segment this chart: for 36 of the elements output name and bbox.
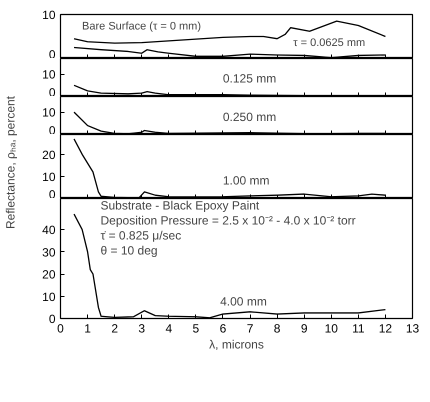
annotation: 4.00 mm [220, 294, 267, 308]
x-tick-label: 11 [352, 322, 365, 336]
x-tick-label: 0 [57, 322, 64, 336]
x-tick-label: 8 [274, 322, 281, 336]
annotation: 0.250 mm [222, 110, 276, 124]
y-tick-label: 10 [42, 8, 56, 22]
y-tick-label: 0 [48, 312, 56, 326]
annotation: Deposition Pressure = 2.5 x 10⁻² - 4.0 x 10⁻² torr [100, 214, 356, 228]
x-tick-label: 5 [192, 322, 200, 336]
x-tick-label: 10 [324, 322, 338, 336]
x-tick-label: 6 [220, 322, 227, 336]
y-tick-label: 20 [42, 148, 56, 162]
x-tick-label: 9 [300, 322, 308, 336]
x-tick-label: 7 [246, 322, 254, 336]
y-tick-label: 10 [42, 170, 56, 184]
x-tick-label: 1 [84, 322, 92, 336]
x-axis-title: λ, microns [209, 338, 264, 352]
x-tick-label: 2 [111, 322, 118, 336]
x-tick-label: 12 [378, 322, 392, 336]
y-tick-label: 30 [42, 245, 56, 260]
annotation: θ = 10 deg [100, 244, 158, 258]
annotation: Substrate - Black Epoxy Paint [100, 198, 260, 212]
y-axis-title: Reflectance, ρₕₐ, percent [4, 95, 18, 230]
y-tick-label: 20 [42, 268, 56, 282]
x-tick-label: 4 [165, 322, 172, 336]
y-tick-label: 40 [42, 223, 56, 238]
x-tick-label: 13 [406, 322, 420, 336]
y-tick-label: 10 [42, 106, 56, 120]
annotation: 0.125 mm [222, 72, 276, 86]
annotation: 1.00 mm [222, 174, 270, 188]
y-tick-label: 10 [42, 68, 56, 82]
y-tick-label: 10 [42, 290, 56, 304]
annotation: τ̇ = 0.825 μ/sec [100, 228, 182, 242]
x-tick-label: 3 [138, 322, 146, 336]
annotation: τ = 0.0625 mm [293, 36, 366, 49]
annotation: Bare Surface (τ = 0 mm) [82, 20, 202, 33]
